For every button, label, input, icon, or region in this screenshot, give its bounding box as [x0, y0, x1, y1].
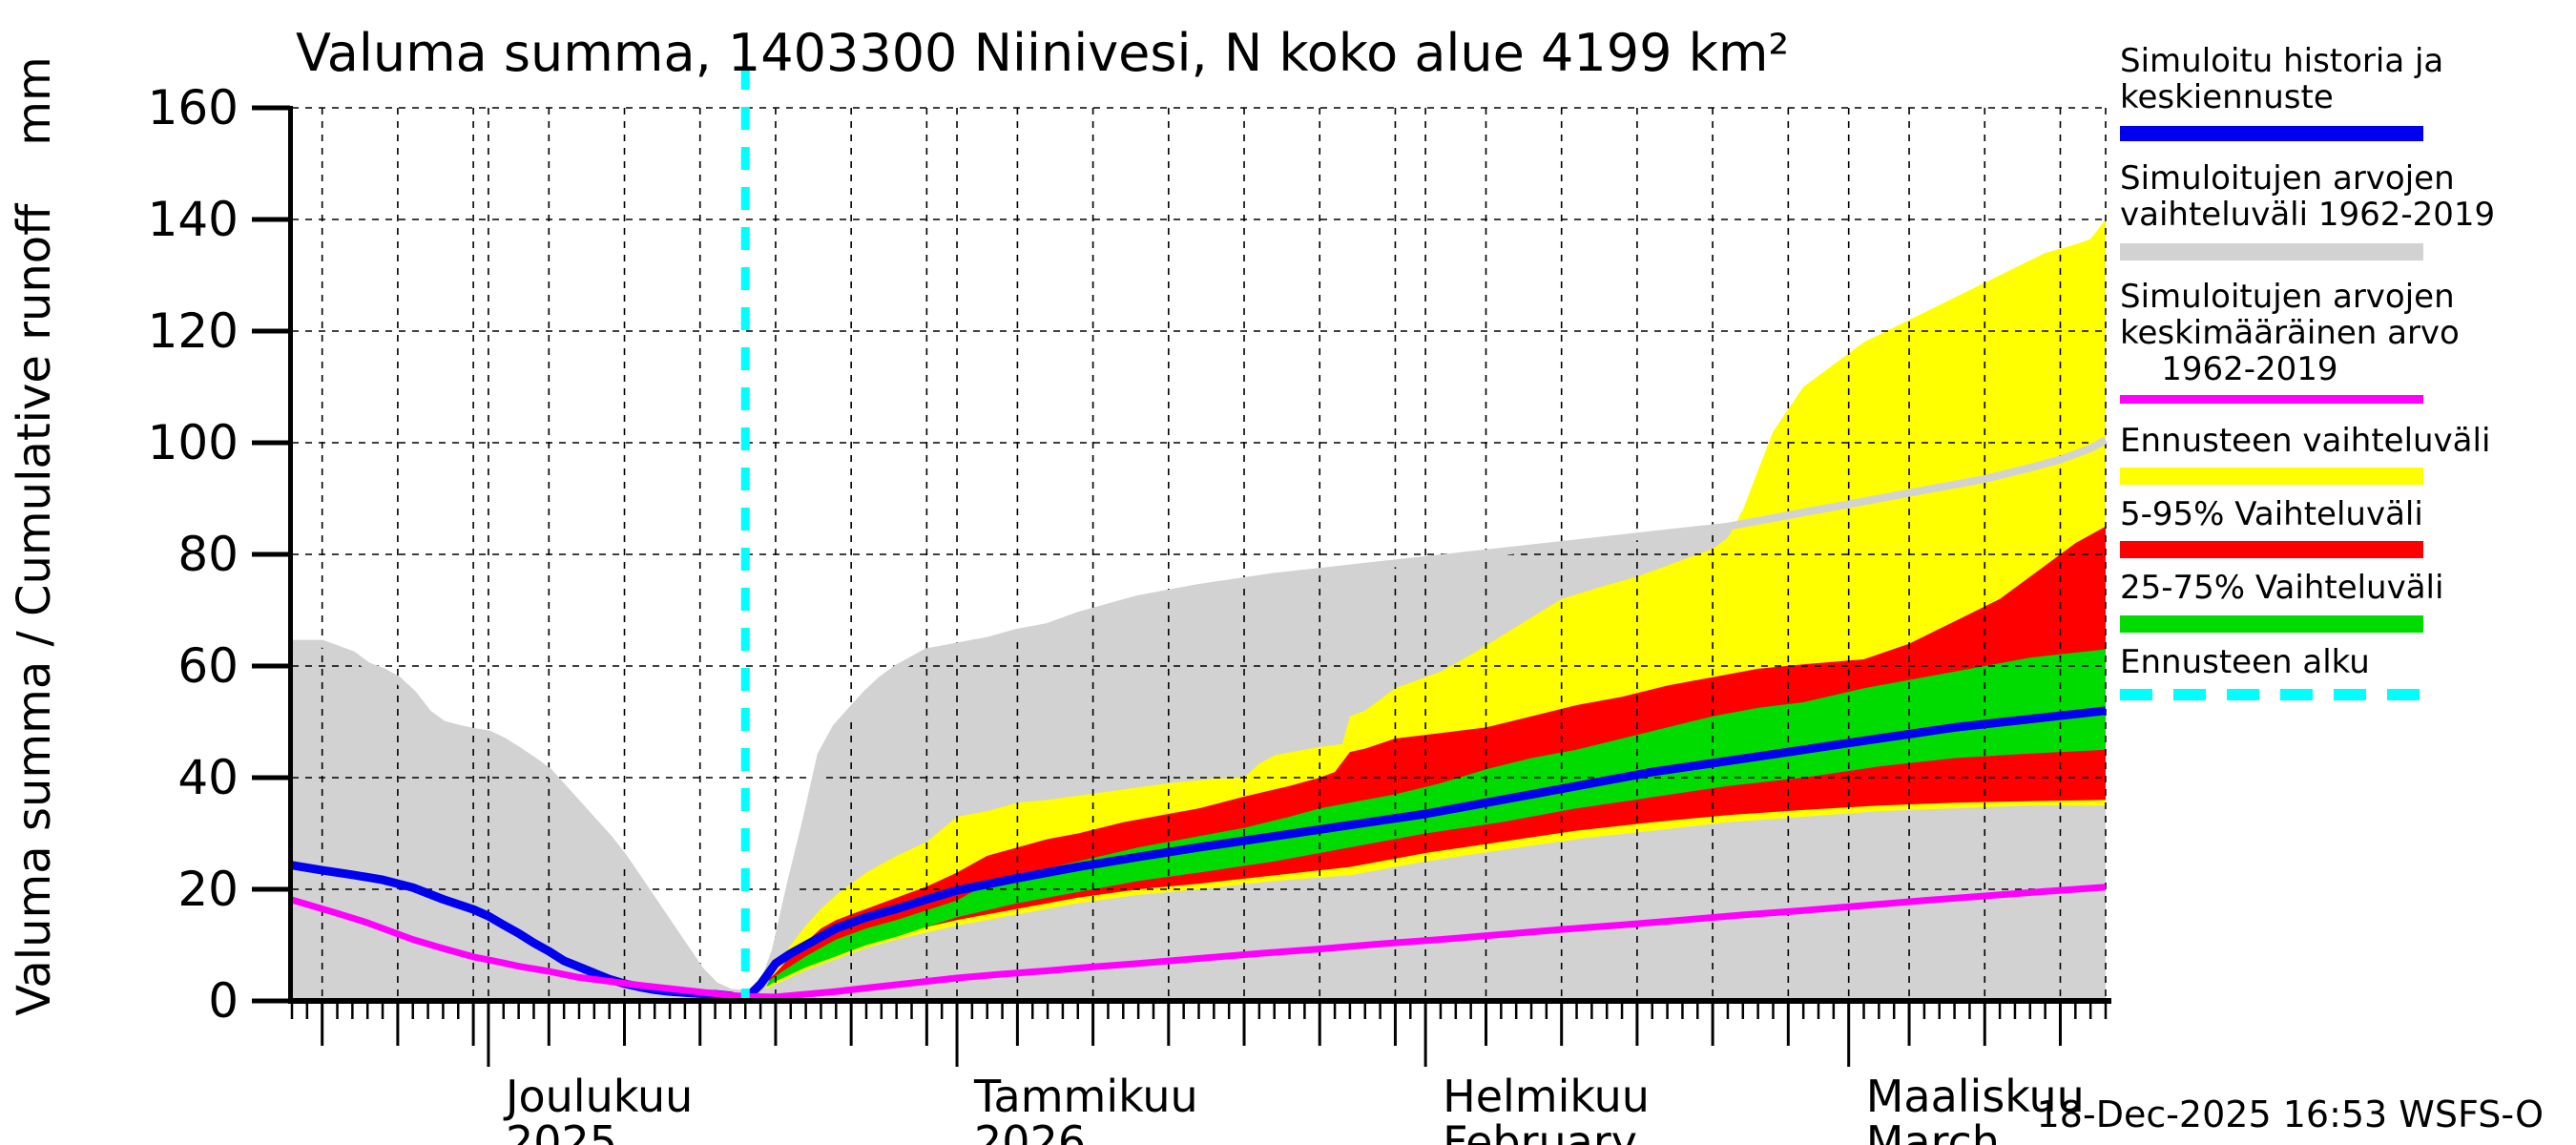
y-tick-label: 100: [148, 415, 239, 470]
legend-label: keskimääräinen arvo: [2120, 314, 2460, 352]
y-tick-label: 20: [177, 862, 239, 917]
legend-label: Simuloitujen arvojen: [2120, 278, 2455, 316]
y-tick-label: 40: [177, 750, 239, 805]
timestamp: 18-Dec-2025 16:53 WSFS-O: [2036, 1093, 2544, 1135]
month-year-label: 2026: [974, 1116, 1086, 1145]
legend-item: Simuloitujen arvojen vaihteluväli 1962-20…: [2120, 160, 2568, 233]
y-tick-label: 80: [177, 527, 239, 582]
y-axis-spine: [288, 106, 293, 1004]
y-tick-label: 140: [148, 192, 239, 247]
legend-swatch: [2120, 126, 2423, 141]
month-label: Helmikuu: [1443, 1071, 1650, 1122]
month-label: Maaliskuu: [1866, 1071, 2085, 1122]
legend-label: vaihteluväli 1962-2019: [2120, 196, 2496, 234]
y-axis-label: Valuma summa / Cumulative runoff mm: [8, 56, 61, 1016]
legend-label: keskiennuste: [2120, 78, 2334, 116]
legend-label: Simuloitujen arvojen: [2120, 159, 2455, 198]
month-year-label: March: [1866, 1116, 2000, 1145]
legend-swatch: [2120, 615, 2423, 633]
legend-label: 1962-2019: [2120, 350, 2338, 388]
area-fills: [292, 219, 2106, 1002]
month-year-label: February: [1443, 1116, 1637, 1145]
y-tick-label: 160: [148, 80, 239, 135]
legend-label: Ennusteen alku: [2120, 643, 2370, 681]
p25-75-area: [745, 649, 2106, 1000]
month-label: Tammikuu: [973, 1071, 1198, 1122]
sim-range-upper-line: [292, 436, 2108, 999]
legend-swatch: [2120, 541, 2423, 558]
legend-swatch: [2120, 243, 2423, 260]
legend-item: 25-75% Vaihteluväli: [2120, 570, 2568, 606]
y-tick-label: 60: [177, 638, 239, 694]
chart-title: Valuma summa, 1403300 Niinivesi, N koko …: [296, 23, 1790, 83]
y-tick-label: 0: [208, 973, 239, 1029]
legend-item: Ennusteen vaihteluväli: [2120, 423, 2568, 459]
gridlines: [292, 107, 2107, 1001]
sim-mean-line: [291, 884, 2107, 1001]
x-axis-spine: [288, 998, 2111, 1004]
legend-label: 5-95% Vaihteluväli: [2120, 495, 2423, 533]
legend: Simuloitu historia ja keskiennuste Simuloi…: [2120, 0, 2568, 1145]
legend-item: 5-95% Vaihteluväli: [2120, 496, 2568, 532]
y-ticks: 0 20 40 60 80 100 120 140 160: [148, 80, 290, 1029]
legend-swatch: [2120, 468, 2423, 485]
y-tick-label: 120: [148, 303, 239, 359]
legend-swatch-dashed: [2120, 689, 2423, 700]
month-year-label: 2025: [506, 1116, 617, 1145]
legend-swatch: [2120, 395, 2423, 404]
legend-item: Simuloitujen arvojen keskimääräinen arvo …: [2120, 279, 2568, 387]
axes: [288, 106, 2111, 1004]
legend-item: Ennusteen alku: [2120, 644, 2568, 680]
legend-label: Simuloitu historia ja: [2120, 42, 2444, 80]
month-label: Joulukuu: [503, 1071, 693, 1122]
history-median-line: [291, 706, 2107, 1004]
data-lines: [291, 436, 2108, 1004]
legend-item: Simuloitu historia ja keskiennuste: [2120, 43, 2568, 115]
legend-label: Ennusteen vaihteluväli: [2120, 422, 2491, 460]
legend-label: 25-75% Vaihteluväli: [2120, 569, 2444, 607]
